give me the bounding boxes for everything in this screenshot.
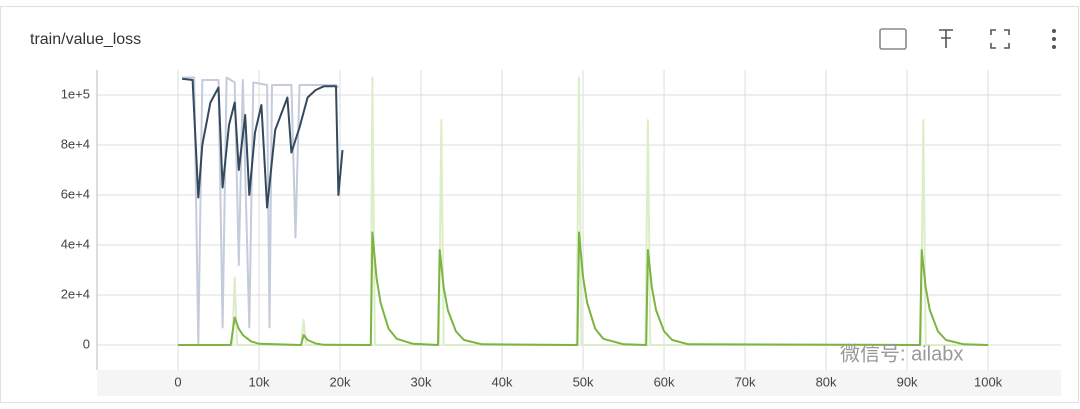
series-line [178, 231, 989, 346]
x-tick-label: 60k [654, 374, 675, 389]
watermark: 微信号: ailabx [840, 342, 963, 365]
y-tick-label: 4e+4 [61, 236, 90, 251]
y-tick-label: 0 [83, 336, 90, 351]
series-line [182, 76, 340, 346]
fit-button[interactable] [879, 28, 907, 50]
y-tick-label: 2e+4 [61, 286, 90, 301]
x-tick-label: 100k [974, 374, 1003, 389]
x-tick-label: 80k [816, 374, 837, 389]
y-tick-label: 6e+4 [61, 186, 90, 201]
x-tick-label: 90k [897, 374, 918, 389]
series-line [181, 77, 344, 209]
fullscreen-button[interactable] [990, 29, 1010, 49]
x-axis-band [97, 370, 1061, 396]
y-tick-label: 1e+5 [61, 86, 90, 101]
pin-button[interactable] [939, 29, 953, 48]
card [0, 6, 1079, 403]
x-tick-label: 0 [174, 374, 181, 389]
menu-button[interactable] [1052, 29, 1056, 49]
toolbar [879, 28, 1056, 50]
x-tick-label: 30k [411, 374, 432, 389]
chart-title: train/value_loss [30, 31, 141, 48]
x-tick-label: 70k [735, 374, 756, 389]
plot-area: 0 2e+4 4e+4 6e+4 8e+4 1e+5 0 10k 20k 30k 40k 50k 60k… [61, 70, 1061, 389]
x-tick-label: 10k [249, 374, 270, 389]
x-tick-label: 20k [330, 374, 351, 389]
x-tick-label: 50k [573, 374, 594, 389]
x-tick-label: 40k [492, 374, 513, 389]
y-tick-label: 8e+4 [61, 136, 90, 151]
